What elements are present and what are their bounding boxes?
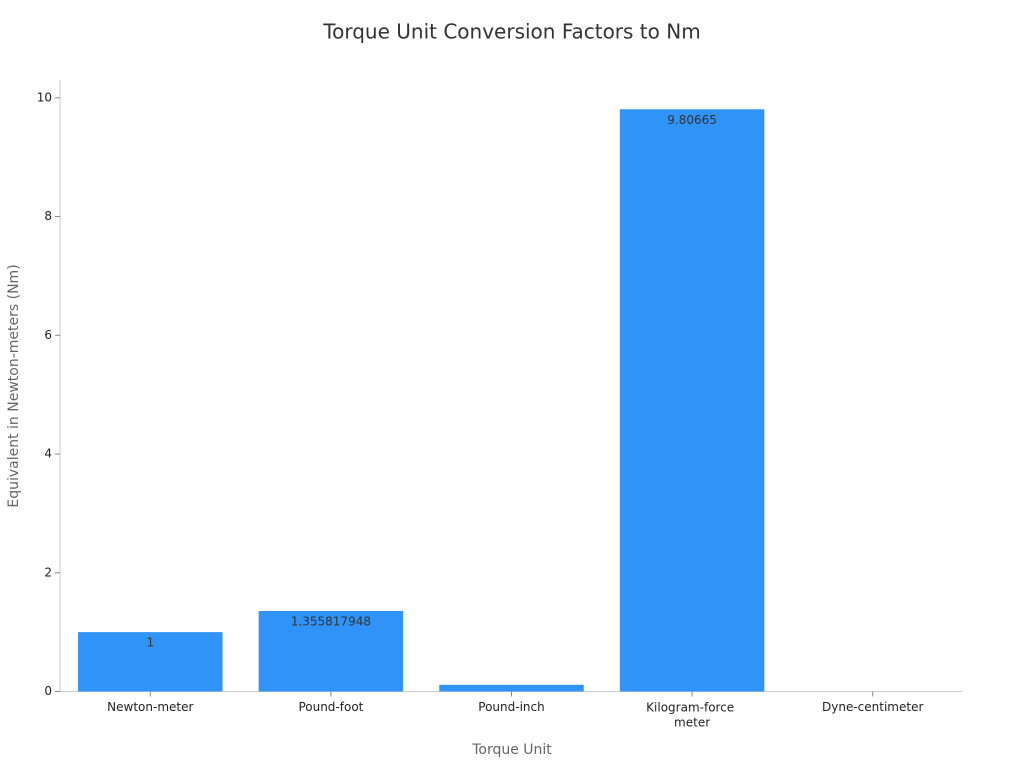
x-tick-label: Newton-meter: [107, 700, 193, 714]
value-label: 1.355817948: [291, 615, 371, 629]
x-axis-title: Torque Unit: [471, 742, 552, 758]
x-tick-label: Kilogram-force meter: [646, 700, 738, 729]
value-label: 1: [146, 636, 154, 650]
x-tick-label: Pound-foot: [298, 700, 363, 714]
y-tick-label: 0: [44, 684, 52, 698]
y-tick-label: 6: [44, 328, 52, 342]
bar: [78, 632, 223, 692]
y-tick-label: 8: [44, 209, 52, 223]
chart-title: Torque Unit Conversion Factors to Nm: [322, 20, 700, 44]
y-tick-label: 4: [44, 447, 52, 461]
value-label: 9.80665: [667, 113, 717, 127]
y-tick-label: 10: [37, 90, 52, 104]
y-tick-label: 2: [44, 565, 52, 579]
x-tick-label: Dyne-centimeter: [822, 700, 923, 714]
x-tick-label: Pound-inch: [478, 700, 544, 714]
bar: [619, 109, 765, 692]
bar: [439, 684, 584, 692]
y-axis-title: Equivalent in Newton-meters (Nm): [6, 264, 22, 507]
bar: [258, 611, 404, 692]
